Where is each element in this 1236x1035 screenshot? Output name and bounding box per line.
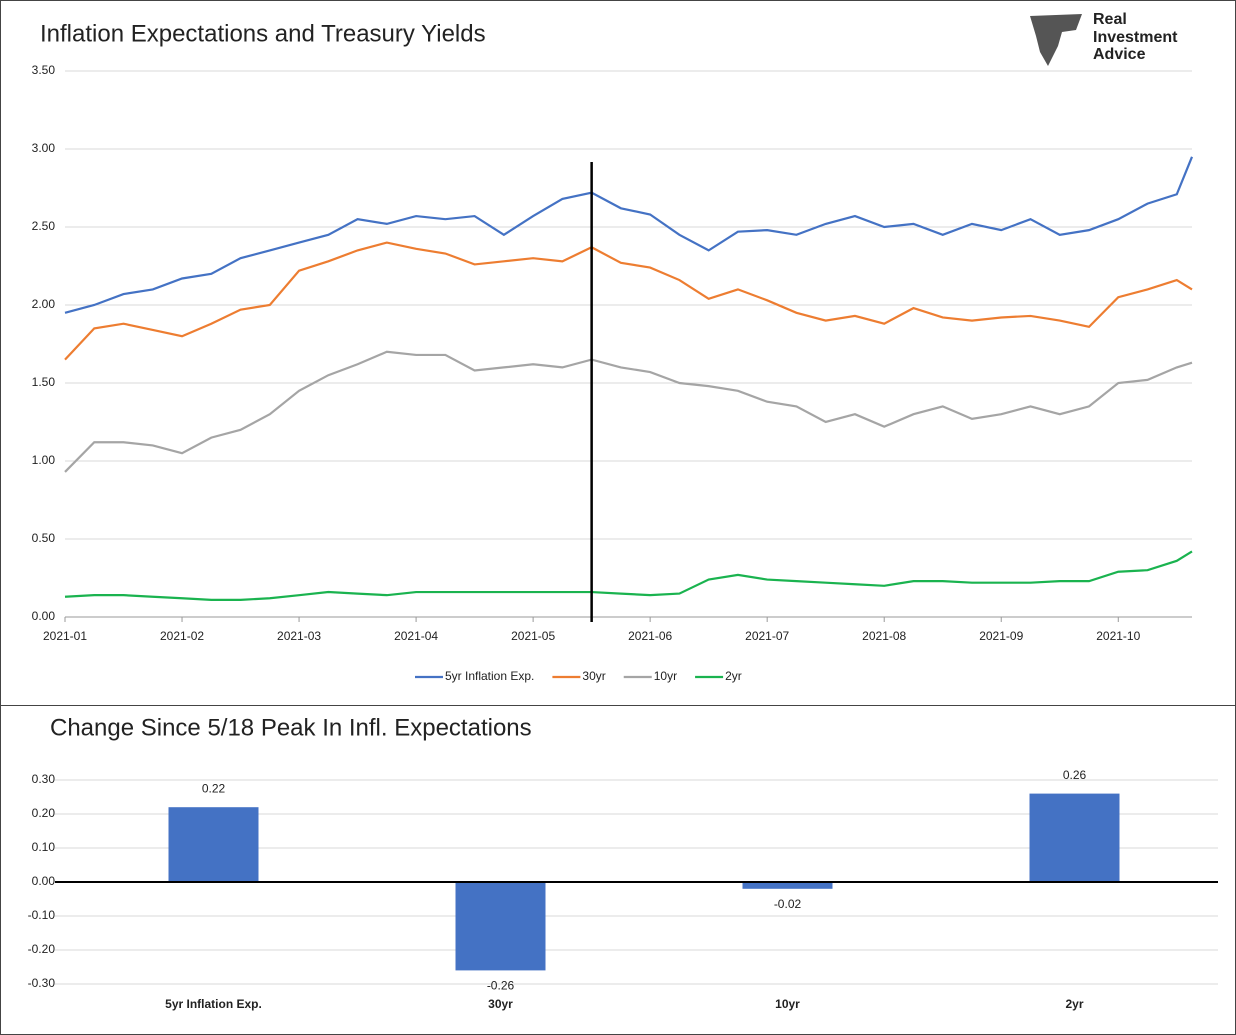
- logo-icon: [1030, 14, 1082, 66]
- bar: [168, 807, 259, 882]
- x-tick-label: 5yr Inflation Exp.: [165, 997, 262, 1011]
- y-tick-label: 0.00: [32, 609, 56, 623]
- x-tick-label: 2021-01: [43, 629, 87, 643]
- x-tick-label: 2021-03: [277, 629, 321, 643]
- logo-text: Advice: [1093, 46, 1146, 63]
- y-tick-label: 2.00: [32, 297, 56, 311]
- bar: [1029, 793, 1120, 882]
- logo-text: Real: [1093, 11, 1127, 28]
- x-tick-label: 2021-09: [979, 629, 1023, 643]
- data-label: -0.26: [487, 979, 515, 993]
- top-frame: [0, 0, 1236, 706]
- y-tick-label: 1.00: [32, 453, 56, 467]
- y-tick-label: 3.50: [32, 63, 56, 77]
- y-tick-label: 0.30: [32, 772, 56, 786]
- legend-label: 2yr: [725, 669, 742, 683]
- series-line: [64, 156, 1194, 314]
- legend-label: 10yr: [654, 669, 677, 683]
- series-line: [64, 350, 1193, 473]
- bar: [742, 882, 833, 889]
- legend-label: 5yr Inflation Exp.: [445, 669, 534, 683]
- x-tick-label: 2021-10: [1096, 629, 1140, 643]
- y-tick-label: -0.10: [28, 908, 56, 922]
- y-tick-label: 0.50: [32, 531, 56, 545]
- series-line: [64, 550, 1193, 601]
- series-line: [64, 241, 1193, 361]
- x-tick-label: 10yr: [775, 997, 800, 1011]
- data-label: 0.26: [1063, 768, 1087, 782]
- x-tick-label: 2021-05: [511, 629, 555, 643]
- y-tick-label: -0.30: [28, 976, 56, 990]
- y-tick-label: 0.00: [32, 874, 56, 888]
- y-tick-label: 1.50: [32, 375, 56, 389]
- y-tick-label: 0.20: [32, 806, 56, 820]
- bar: [455, 882, 546, 971]
- data-label: 0.22: [202, 781, 226, 795]
- y-tick-label: 3.00: [32, 141, 56, 155]
- chart-title: Inflation Expectations and Treasury Yiel…: [40, 20, 486, 47]
- y-tick-label: 2.50: [32, 219, 56, 233]
- data-label: -0.02: [774, 897, 802, 911]
- x-tick-label: 30yr: [488, 997, 513, 1011]
- y-tick-label: 0.10: [32, 840, 56, 854]
- logo: Real Investment Advice: [1030, 11, 1178, 66]
- y-tick-label: -0.20: [28, 942, 56, 956]
- x-tick-label: 2021-07: [745, 629, 789, 643]
- x-tick-label: 2yr: [1065, 997, 1083, 1011]
- x-tick-label: 2021-04: [394, 629, 438, 643]
- x-tick-label: 2021-02: [160, 629, 204, 643]
- legend-label: 30yr: [582, 669, 605, 683]
- chart-title: Change Since 5/18 Peak In Infl. Expectat…: [50, 714, 532, 741]
- logo-text: Investment: [1093, 29, 1178, 46]
- x-tick-label: 2021-08: [862, 629, 906, 643]
- x-tick-label: 2021-06: [628, 629, 672, 643]
